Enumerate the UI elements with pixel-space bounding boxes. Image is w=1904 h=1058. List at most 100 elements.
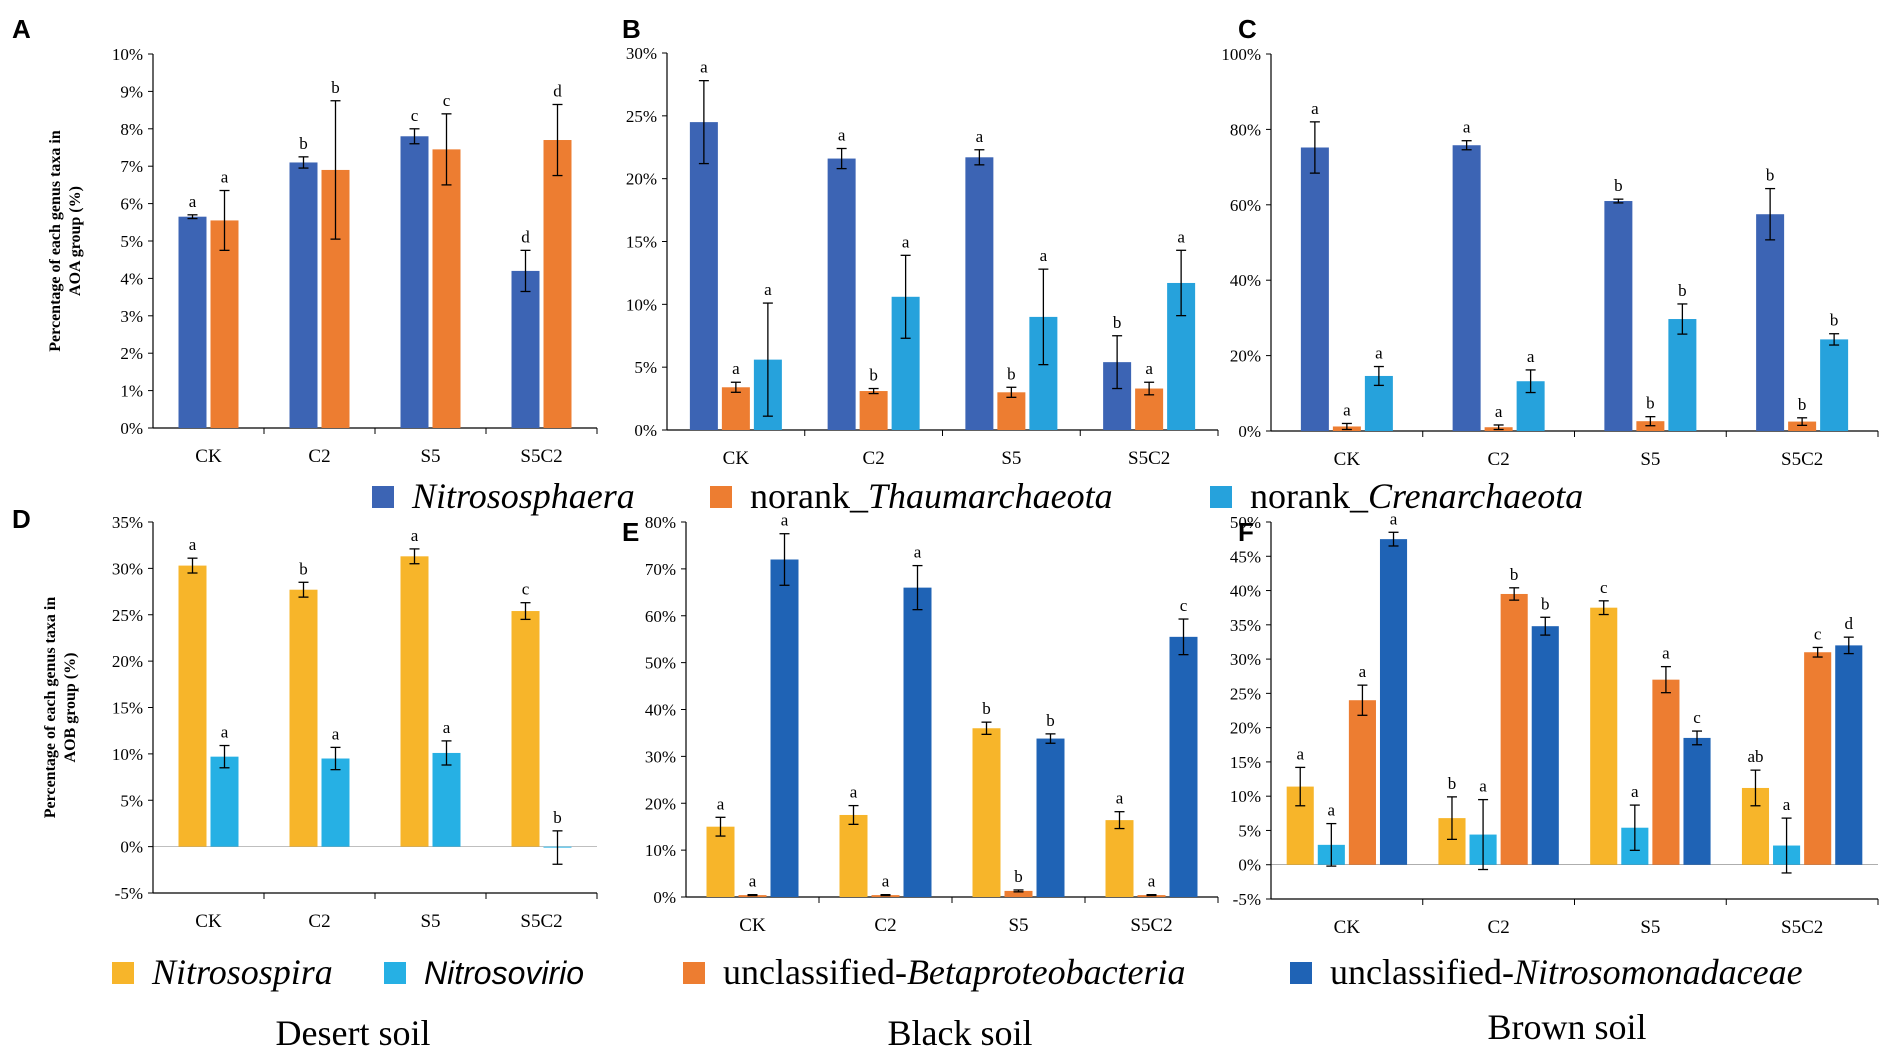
y-tick-label: -5% bbox=[1233, 890, 1261, 909]
y-tick-label: 5% bbox=[120, 232, 143, 251]
legend-item-unclassified_nitrosomonadaceae: unclassified-Nitrosomonadaceae bbox=[1290, 952, 1803, 992]
significance-label: b bbox=[1678, 281, 1687, 300]
bar-norank_thaum-s5 bbox=[997, 392, 1026, 430]
y-tick-label: 25% bbox=[112, 606, 143, 625]
chart-panel-f: F -5% 0% 5% 10% 15% 20% 25% 30% 35% 40% 45% 50% CK a a a… bbox=[1230, 509, 1879, 938]
significance-label: a bbox=[1631, 782, 1639, 801]
legend-item-nitrososphaera: Nitrososphaera bbox=[372, 476, 635, 516]
bar-norank_thaum-s5c2 bbox=[1788, 421, 1817, 431]
bar-unclassified_beta-s5c2 bbox=[1804, 652, 1832, 865]
bar-unclassified_nitrosomonadaceae-s5 bbox=[1683, 737, 1711, 865]
bar-norank_cren-s5 bbox=[1668, 319, 1697, 431]
significance-label: a bbox=[221, 723, 229, 742]
y-tick-label: 30% bbox=[626, 44, 657, 63]
bar-unclassified_beta-c2 bbox=[1500, 593, 1528, 865]
significance-label: a bbox=[1177, 227, 1185, 246]
panel-letter: A bbox=[12, 14, 31, 44]
bar-nitrososphaera-ck bbox=[1300, 147, 1329, 431]
legend-item-norank_thaum: norank_Thaumarchaeota bbox=[710, 476, 1113, 516]
bar-norank_thaum-s5c2 bbox=[543, 140, 572, 428]
y-tick-label: 25% bbox=[626, 107, 657, 126]
legend-top: Nitrososphaera norank_Thaumarchaeota noran… bbox=[372, 476, 1583, 516]
bar-nitrososphaera-s5 bbox=[400, 136, 429, 428]
bar-unclassified_nitrosomonadaceae-s5c2 bbox=[1169, 636, 1198, 897]
legend-swatch bbox=[112, 962, 134, 984]
significance-label: a bbox=[838, 126, 846, 145]
chart-panel-d: D -5% 0% 5% 10% 15% 20% 25% 30% 35% CK a a C2 b a S5 a a S5… bbox=[12, 504, 598, 932]
bar-unclassified_nitrosomonadaceae-ck bbox=[1379, 539, 1408, 865]
y-tick-label: 0% bbox=[1238, 422, 1261, 441]
bar-norank_thaum-ck bbox=[721, 387, 750, 430]
significance-label: b bbox=[1113, 313, 1122, 332]
y-axis-title: Percentage of each genus taxa in bbox=[42, 597, 59, 819]
bar-unclassified_nitrosomonadaceae-s5 bbox=[1036, 738, 1065, 897]
chart-panel-e: E 0% 10% 20% 30% 40% 50% 60% 70% 80% CK a a a C2 a a a S5 b… bbox=[622, 511, 1219, 936]
significance-label: a bbox=[717, 794, 725, 813]
legend-swatch bbox=[372, 486, 394, 508]
panel-letter: E bbox=[622, 517, 639, 547]
bar-nitrososphaera-s5c2 bbox=[511, 270, 540, 428]
bar-nitrosovirio-c2 bbox=[321, 758, 350, 847]
y-tick-label: 30% bbox=[645, 747, 676, 766]
panel-letter: C bbox=[1238, 14, 1257, 44]
significance-label: a bbox=[1359, 662, 1367, 681]
bar-norank_thaum-c2 bbox=[859, 391, 888, 430]
bar-nitrososphaera-ck bbox=[689, 122, 718, 430]
y-tick-label: 80% bbox=[645, 513, 676, 532]
significance-label: a bbox=[1390, 509, 1398, 528]
significance-label: a bbox=[1145, 359, 1153, 378]
significance-label: b bbox=[299, 134, 308, 153]
category-label: CK bbox=[1334, 917, 1361, 938]
significance-label: b bbox=[1766, 166, 1775, 185]
significance-label: b bbox=[869, 366, 878, 385]
significance-label: a bbox=[1296, 744, 1304, 763]
significance-label: c bbox=[411, 106, 419, 125]
y-tick-label: 45% bbox=[1230, 547, 1261, 566]
legend-label: norank_Thaumarchaeota bbox=[750, 476, 1113, 516]
bar-unclassified_nitrosomonadaceae-c2 bbox=[1531, 626, 1559, 865]
significance-label: a bbox=[1040, 246, 1048, 265]
y-tick-label: 0% bbox=[634, 421, 657, 440]
y-tick-label: 8% bbox=[120, 120, 143, 139]
category-label: S5 bbox=[1001, 448, 1021, 469]
bar-nitrosovirio-ck bbox=[210, 756, 239, 847]
y-tick-label: 6% bbox=[120, 195, 143, 214]
y-axis-title: Percentage of each genus taxa in bbox=[47, 130, 64, 352]
bar-norank_thaum-ck bbox=[210, 220, 239, 428]
y-tick-label: 0% bbox=[1238, 856, 1261, 875]
bar-unclassified_beta-s5 bbox=[1652, 679, 1680, 865]
category-label: C2 bbox=[863, 448, 885, 469]
significance-label: a bbox=[1343, 400, 1351, 419]
y-tick-label: 4% bbox=[120, 269, 143, 288]
bar-nitrososphaera-s5 bbox=[1604, 201, 1633, 431]
category-label: S5 bbox=[420, 911, 440, 932]
category-label: C2 bbox=[874, 915, 896, 936]
bar-unclassified_beta-ck bbox=[1348, 700, 1376, 865]
significance-label: b bbox=[1798, 395, 1807, 414]
significance-label: a bbox=[1495, 402, 1503, 421]
y-tick-label: 2% bbox=[120, 344, 143, 363]
y-tick-label: 60% bbox=[1230, 196, 1261, 215]
category-label: C2 bbox=[308, 911, 330, 932]
legend-swatch bbox=[710, 486, 732, 508]
y-tick-label: 5% bbox=[1238, 821, 1261, 840]
y-tick-label: 60% bbox=[645, 607, 676, 626]
significance-label: c bbox=[1693, 708, 1701, 727]
significance-label: b bbox=[1614, 176, 1623, 195]
y-tick-label: 0% bbox=[653, 888, 676, 907]
significance-label: d bbox=[1845, 614, 1854, 633]
significance-label: c bbox=[1180, 596, 1188, 615]
bar-nitrososphaera-s5c2 bbox=[1756, 214, 1785, 431]
legend-label: Nitrososphaera bbox=[411, 476, 635, 516]
significance-label: a bbox=[443, 718, 451, 737]
category-label: S5C2 bbox=[1781, 917, 1823, 938]
significance-label: a bbox=[764, 280, 772, 299]
bar-unclassified_nitrosomonadaceae-c2 bbox=[903, 587, 932, 897]
y-tick-label: 5% bbox=[634, 358, 657, 377]
y-tick-label: 15% bbox=[112, 699, 143, 718]
significance-label: b bbox=[1646, 394, 1655, 413]
category-label: CK bbox=[195, 446, 222, 467]
bar-norank_cren-s5c2 bbox=[1820, 339, 1849, 431]
y-tick-label: 20% bbox=[1230, 719, 1261, 738]
